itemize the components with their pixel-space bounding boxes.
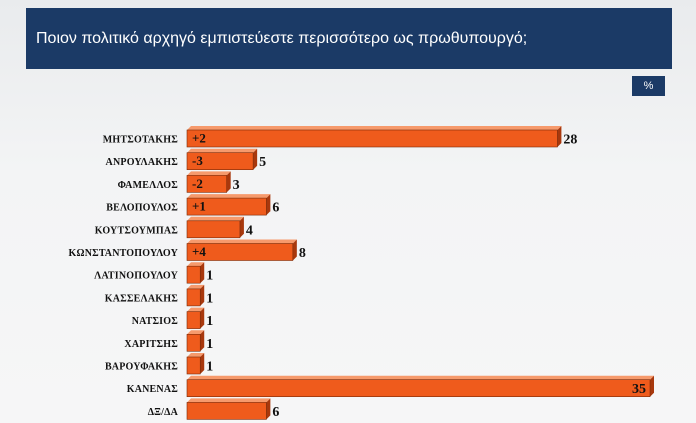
bar-side-face [292, 239, 297, 261]
bar-top-face [187, 262, 205, 267]
bar-top-face [187, 126, 562, 130]
change-label: -2 [192, 176, 203, 191]
bar [186, 356, 201, 375]
category-label: ΒΑΡΟΥΦΑΚΗΣ [105, 362, 178, 373]
value-label: 35 [632, 382, 646, 397]
bar [186, 379, 651, 398]
bar-top-face [187, 375, 654, 380]
value-label: 1 [206, 314, 213, 329]
category-label: ΚΟΥΤΣΟΥΜΠΑΣ [95, 225, 178, 236]
bar [186, 311, 201, 329]
value-label: 1 [206, 269, 213, 284]
bar-top-face [187, 307, 205, 312]
category-label: ΑΝΡΟΥΛΑΚΗΣ [106, 157, 179, 168]
bar-top-face [187, 353, 205, 357]
unit-badge: % [632, 76, 665, 96]
value-label: 1 [206, 360, 213, 375]
value-label: 5 [259, 155, 266, 170]
change-label: +1 [192, 199, 206, 214]
category-label: ΛΑΤΙΝΟΠΟΥΛΟΥ [94, 271, 178, 282]
bar-side-face [650, 375, 654, 397]
bar-side-face [557, 126, 562, 147]
bar-side-face [200, 262, 205, 284]
category-label: ΚΩΝΣΤΑΝΤΟΠΟΥΛΟΥ [69, 248, 179, 259]
bar-top-face [187, 216, 244, 221]
value-label: 28 [563, 133, 577, 148]
change-label: +4 [192, 244, 206, 259]
bar-top-face [187, 194, 271, 199]
change-label: +2 [192, 131, 206, 146]
value-label: 3 [233, 178, 240, 193]
bar-side-face [200, 284, 205, 306]
bar-top-face [187, 171, 231, 176]
bar [186, 265, 201, 284]
bar [186, 243, 294, 261]
value-label: 4 [246, 223, 253, 238]
bar [186, 175, 227, 193]
bar-side-face [266, 398, 271, 420]
bar-side-face [226, 171, 231, 193]
category-label: ΦΑΜΕΛΛΟΣ [118, 180, 179, 191]
category-label: ΚΑΣΣΕΛΑΚΗΣ [105, 293, 178, 304]
bar-side-face [200, 353, 205, 374]
value-label: 6 [272, 201, 279, 216]
category-label: ΝΑΤΣΙΟΣ [132, 316, 179, 327]
bar-top-face [187, 398, 271, 403]
bar-top-face [187, 330, 205, 335]
category-label: ΒΕΛΟΠΟΥΛΟΣ [106, 203, 178, 214]
bar-side-face [266, 194, 271, 216]
bar-side-face [239, 216, 244, 238]
value-label: 8 [299, 246, 306, 261]
bar [186, 197, 267, 216]
category-label: ΔΞ/ΔΑ [148, 407, 179, 418]
category-label: ΧΑΡΙΤΣΗΣ [124, 339, 178, 350]
bar-top-face [187, 284, 205, 289]
change-label: -3 [192, 153, 203, 168]
bar-side-face [200, 307, 205, 329]
bar [186, 152, 254, 170]
bar [186, 402, 267, 420]
value-label: 1 [206, 337, 213, 352]
category-label: ΚΑΝΕΝΑΣ [127, 384, 179, 395]
bar [186, 220, 241, 239]
bar [186, 288, 201, 307]
bar-top-face [187, 239, 297, 244]
chart-header: Ποιον πολιτικό αρχηγό εμπιστεύεστε περισ… [26, 8, 672, 69]
bar [186, 129, 558, 148]
value-label: 1 [206, 291, 213, 306]
bar-side-face [253, 148, 258, 170]
category-label: ΜΗΤΣΟΤΑΚΗΣ [103, 135, 178, 146]
bar [186, 333, 201, 352]
chart-title: Ποιον πολιτικό αρχηγό εμπιστεύεστε περισ… [36, 29, 528, 47]
value-label: 6 [272, 405, 279, 420]
bar-side-face [200, 330, 205, 352]
bar-top-face [187, 148, 258, 153]
